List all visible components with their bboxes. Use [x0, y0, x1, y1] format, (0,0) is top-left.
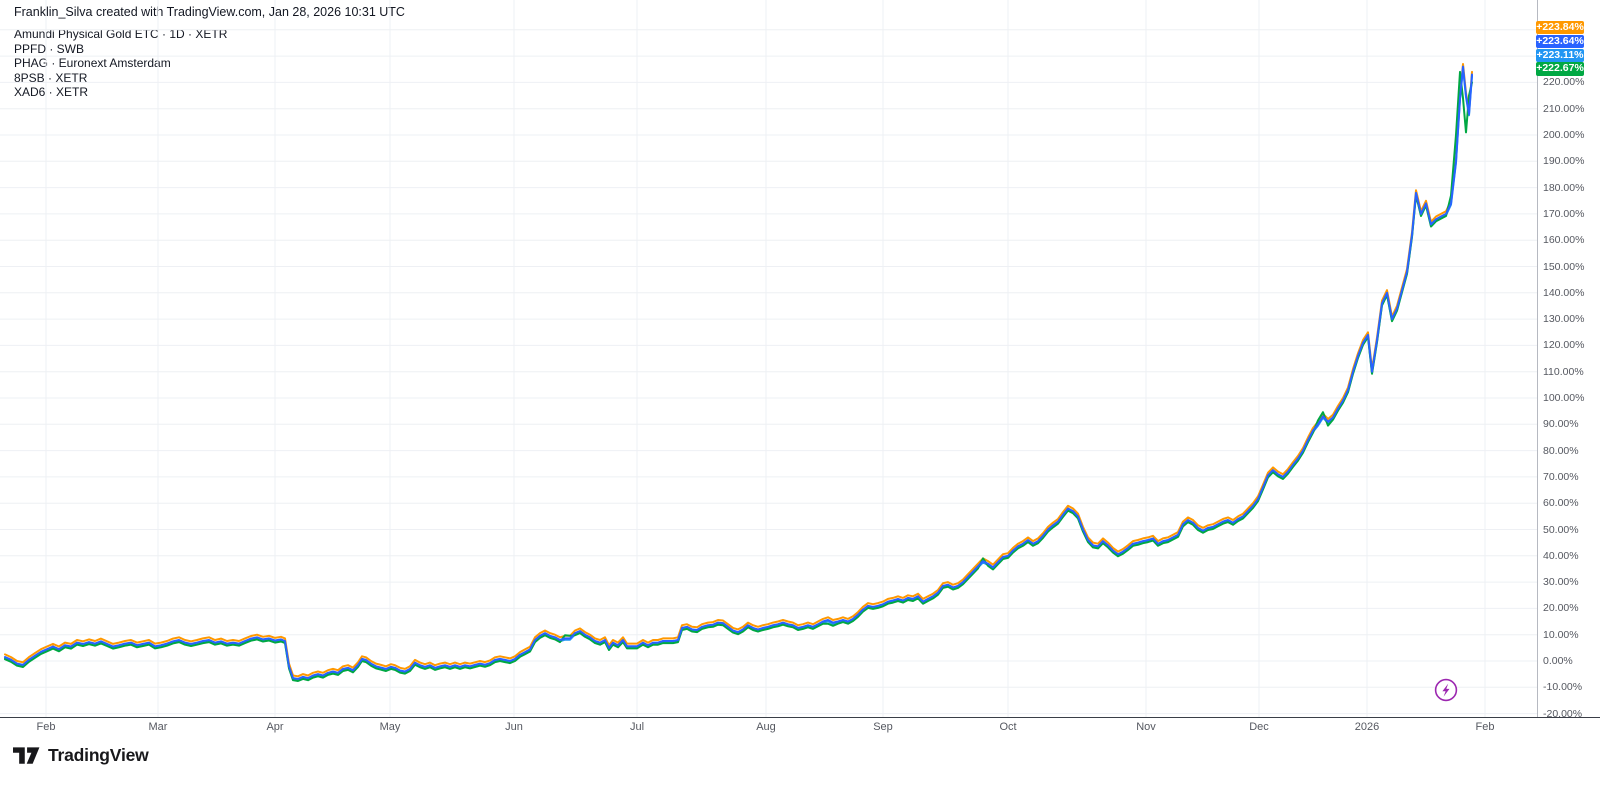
y-axis-label: 160.00% [1543, 234, 1585, 247]
lightning-bolt-icon [1442, 683, 1450, 697]
tradingview-logo-icon [13, 746, 40, 764]
y-axis-label: 50.00% [1543, 523, 1579, 536]
legend-compare-symbol-4: XAD6 · XETR [14, 85, 89, 100]
last-value-badge: +223.11% [1536, 48, 1584, 62]
y-axis-label: 170.00% [1543, 207, 1585, 220]
y-axis-label: 70.00% [1543, 470, 1579, 483]
x-axis-label: 2026 [1354, 721, 1380, 733]
y-axis-label: 150.00% [1543, 260, 1585, 273]
price-chart[interactable] [0, 0, 1600, 738]
y-axis-label: 80.00% [1543, 444, 1579, 457]
x-axis-label: Feb [1475, 721, 1495, 733]
x-axis-label: Feb [36, 721, 56, 733]
x-axis-label: Oct [999, 721, 1017, 733]
series-lightblue [4, 66, 1473, 682]
y-axis-label: 60.00% [1543, 497, 1579, 510]
tradingview-logo-text: TradingView [48, 745, 149, 765]
x-axis-label: Mar [148, 721, 168, 733]
series-green [4, 70, 1473, 682]
y-axis-label: -10.00% [1543, 681, 1583, 694]
series-orange [4, 63, 1473, 678]
legend-main-symbol: Amundi Physical Gold ETC · 1D · XETR [14, 27, 228, 41]
x-axis-label: May [379, 721, 401, 733]
y-axis-label: 100.00% [1543, 392, 1585, 404]
y-axis-label: 90.00% [1543, 418, 1579, 431]
x-axis-label: Aug [756, 721, 776, 733]
y-axis-label: 10.00% [1543, 628, 1579, 641]
last-value-badge: +223.64% [1536, 34, 1584, 49]
series-blue [4, 65, 1473, 680]
y-axis-label: 200.00% [1543, 129, 1585, 141]
flash-boost-button[interactable] [1432, 676, 1460, 704]
legend-compare-symbol-2: PHAG · Euronext Amsterdam [14, 56, 171, 71]
y-axis-label: 30.00% [1543, 576, 1579, 589]
y-axis-label: 0.00% [1543, 655, 1573, 667]
x-axis-label: Jun [505, 721, 523, 733]
y-axis-label: 130.00% [1543, 313, 1585, 326]
y-axis-label: 210.00% [1543, 102, 1585, 115]
attribution-text: Franklin_Silva created with TradingView.… [14, 5, 405, 19]
last-value-badge: +222.67% [1536, 62, 1584, 76]
last-value-badge: +223.84% [1536, 21, 1584, 35]
y-axis-label: 180.00% [1543, 181, 1585, 194]
chart-legend: Amundi Physical Gold ETC · 1D · XETR PPF… [14, 27, 227, 100]
y-axis-label: 40.00% [1543, 549, 1579, 562]
x-axis-label: Sep [873, 721, 893, 733]
y-axis-label: 120.00% [1543, 339, 1585, 352]
x-axis-label: Apr [266, 721, 284, 733]
y-axis-label: 220.00% [1543, 76, 1585, 89]
y-axis-label: 20.00% [1543, 602, 1579, 615]
x-axis-label: Nov [1136, 721, 1156, 733]
y-axis-label: 140.00% [1543, 286, 1585, 299]
y-axis-label: 190.00% [1543, 155, 1585, 168]
legend-compare-symbol-1: PPFD · SWB [14, 41, 85, 56]
y-axis-label: 110.00% [1543, 365, 1584, 378]
x-axis-label: Jul [629, 721, 645, 733]
legend-compare-symbol-3: 8PSB · XETR [14, 70, 88, 85]
y-axis-label: -20.00% [1543, 707, 1583, 720]
tradingview-logo-link[interactable]: TradingView [13, 745, 149, 766]
x-axis-label: Dec [1249, 721, 1269, 733]
